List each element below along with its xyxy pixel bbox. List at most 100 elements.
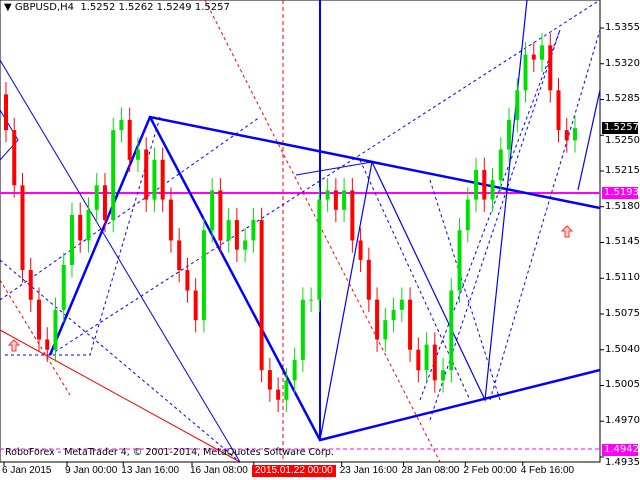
candle [61, 264, 66, 310]
blue-dashed-line[interactable] [0, 116, 261, 301]
candle [573, 128, 577, 141]
blue-line[interactable] [577, 89, 601, 191]
candle [94, 185, 99, 210]
price-tick-label: 1.5320 [605, 57, 640, 69]
price-tick-label: 1.5040 [605, 343, 640, 355]
candle [234, 220, 239, 250]
arrow-up-icon [7, 339, 21, 352]
candle [177, 240, 182, 271]
candle [531, 54, 536, 60]
blue-dashed-line[interactable] [429, 179, 501, 401]
candle [36, 299, 41, 340]
candle [69, 214, 74, 265]
axis-ticks [3, 27, 604, 466]
zigzag-line[interactable] [319, 0, 528, 441]
red-line[interactable] [0, 329, 241, 463]
candle [441, 370, 446, 381]
price-tick-label: 1.4935 [605, 456, 640, 468]
candle [251, 220, 256, 241]
candle [309, 299, 314, 301]
copyright-text: RoboForex - MetaTrader 4, © 2001-2014, M… [5, 447, 334, 458]
candle [325, 190, 330, 200]
candle [317, 199, 322, 300]
candle [284, 380, 289, 400]
blue-line[interactable] [295, 161, 373, 176]
candle [391, 309, 396, 321]
candle [193, 290, 198, 321]
price-tick-label: 1.5215 [605, 164, 640, 176]
chart-title: ▼ GBPUSD,H4 1.5252 1.5262 1.5249 1.5257 [4, 2, 230, 14]
current-price-tag: 1.5257 [602, 122, 639, 135]
blue-dashed-line[interactable] [49, 0, 601, 356]
candle [556, 90, 561, 131]
time-tick-label: 16 Jan 08:00 [190, 465, 248, 476]
candle [449, 290, 454, 371]
candle [111, 130, 116, 221]
candle [333, 190, 338, 210]
price-tick-label: 1.4970 [605, 415, 640, 427]
candle [276, 389, 281, 400]
candle [243, 240, 248, 250]
ohlc-readout: 1.5252 1.5262 1.5249 1.5257 [80, 2, 230, 13]
candle [12, 130, 17, 186]
price-tick-label: 1.5075 [605, 307, 640, 319]
collapse-triangle-icon[interactable]: ▼ [4, 2, 12, 13]
candle [383, 320, 388, 340]
candle [168, 199, 173, 241]
candle [28, 270, 33, 300]
blue-diagonal[interactable] [0, 59, 241, 463]
time-tick-label: 13 Jan 16:00 [121, 465, 180, 476]
candle [127, 119, 132, 160]
time-tick-label: 2 Feb 00:00 [463, 465, 517, 476]
candle [20, 185, 25, 271]
price-tick-label: 1.5145 [605, 236, 640, 248]
candle [135, 149, 140, 160]
price-tick-label: 1.5005 [605, 379, 640, 391]
candle [86, 209, 91, 241]
candle [375, 299, 380, 340]
time-tick-label: 6 Jan 2015 [2, 465, 52, 476]
time-tick-label: 9 Jan 00:00 [65, 465, 118, 476]
blue-dashed-line[interactable] [489, 29, 601, 401]
blue-dashed-line[interactable] [5, 116, 161, 356]
candle [78, 214, 83, 241]
candles [4, 33, 577, 413]
candle [45, 339, 50, 350]
candle [399, 299, 404, 310]
time-tick-label: 23 Jan 16:00 [339, 465, 398, 476]
candle [53, 309, 58, 350]
candle [160, 159, 165, 200]
candle [482, 169, 487, 200]
candle [259, 220, 264, 371]
level-price-tag: 1.5193 [602, 187, 639, 200]
red-dashed-line[interactable] [0, 279, 71, 396]
arrow-up-icon [560, 225, 574, 238]
blue-dashed-line[interactable] [359, 159, 471, 401]
candle [432, 344, 437, 381]
level-price-tag: 1.4942 [602, 443, 639, 456]
price-tick-label: 1.5180 [605, 200, 640, 212]
candle [210, 190, 215, 231]
candle [540, 45, 545, 60]
candle [564, 130, 569, 141]
candle [408, 299, 413, 350]
candle [292, 359, 297, 381]
candle [102, 185, 107, 221]
candle [424, 344, 429, 371]
time-tick-label: 28 Jan 08:00 [401, 465, 460, 476]
candle [350, 190, 355, 241]
candle [226, 220, 231, 241]
candle [465, 199, 470, 231]
candle [201, 230, 206, 321]
candle [342, 190, 347, 210]
candle [416, 349, 421, 371]
candle [144, 149, 149, 200]
candle [267, 370, 272, 390]
candle [474, 169, 479, 200]
price-tick-label: 1.5110 [605, 272, 640, 284]
blue-dashed-line[interactable] [0, 259, 241, 463]
candle [185, 270, 190, 291]
red-dashed-line[interactable] [204, 0, 441, 463]
candle [548, 45, 553, 91]
